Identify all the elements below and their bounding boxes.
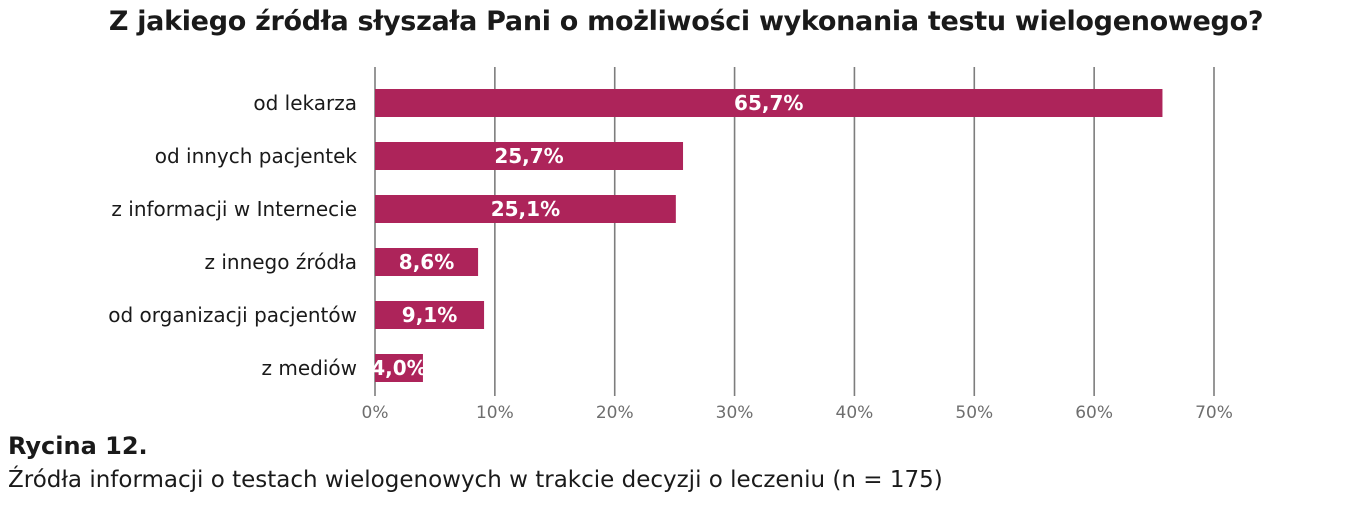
- category-label: od innych pacjentek: [155, 144, 358, 168]
- bar: [375, 89, 1163, 117]
- x-tick-label: 60%: [1075, 403, 1113, 423]
- x-tick-label: 30%: [716, 403, 754, 423]
- category-label: z innego źródła: [204, 250, 357, 274]
- bar: [375, 354, 423, 382]
- data-label: 65,7%: [734, 91, 803, 115]
- category-label: od organizacji pacjentów: [108, 303, 357, 327]
- data-label: 25,1%: [491, 197, 560, 221]
- data-label: 8,6%: [399, 250, 454, 274]
- x-tick-label: 70%: [1195, 403, 1233, 423]
- x-tick-label: 20%: [596, 403, 634, 423]
- x-tick-label: 0%: [362, 403, 389, 423]
- chart-title: Z jakiego źródła słyszała Pani o możliwo…: [108, 6, 1264, 37]
- data-label: 4,0%: [371, 356, 426, 380]
- bar: [375, 195, 676, 223]
- data-label: 25,7%: [494, 144, 563, 168]
- category-label: z mediów: [262, 356, 358, 380]
- category-label: z informacji w Internecie: [111, 197, 357, 221]
- bar: [375, 142, 684, 170]
- x-tick-label: 10%: [476, 403, 514, 423]
- x-tick-label: 50%: [955, 403, 993, 423]
- figure-number: Rycina 12.: [8, 432, 148, 460]
- data-label: 9,1%: [402, 303, 457, 327]
- figure-caption: Źródła informacji o testach wielogenowyc…: [8, 467, 943, 493]
- bar: [375, 248, 479, 276]
- bar: [375, 301, 485, 329]
- x-tick-label: 40%: [836, 403, 874, 423]
- category-label: od lekarza: [253, 91, 357, 115]
